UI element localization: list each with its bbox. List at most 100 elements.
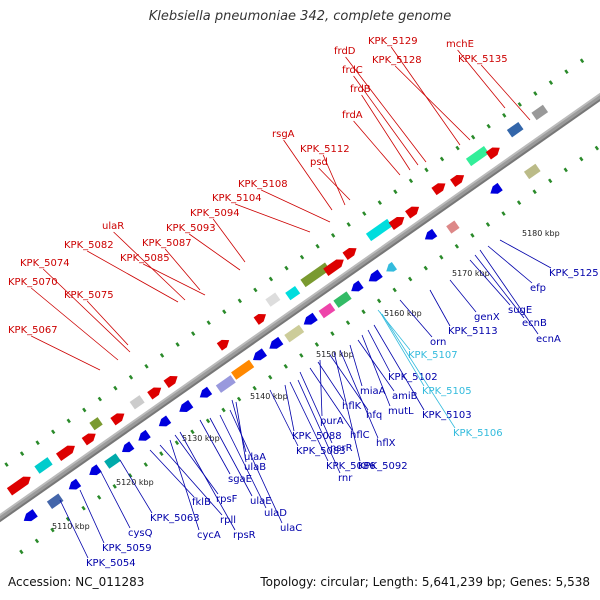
reverse-leader-line [349, 344, 363, 387]
reverse-gene-label: ecnB [522, 318, 547, 329]
reverse-leader-line [399, 299, 433, 338]
gene-feature [365, 218, 393, 242]
tick-mark [97, 396, 103, 402]
reverse-leader-line [169, 439, 200, 531]
gene-feature [138, 429, 151, 441]
gene-feature [252, 348, 268, 361]
tick-mark [206, 320, 211, 326]
reverse-leader-line [219, 414, 267, 509]
tick-mark [113, 385, 118, 391]
tick-mark [517, 102, 522, 107]
tick-mark [35, 440, 40, 446]
gene-feature [231, 359, 255, 380]
reverse-gene-label: KPK_5125 [549, 268, 599, 279]
reverse-leader-line [297, 379, 341, 474]
tick-mark [144, 363, 149, 369]
reverse-leader-line [179, 431, 236, 531]
gene-feature [368, 269, 383, 282]
forward-gene-label: frdA [342, 110, 363, 121]
gene-feature [55, 445, 75, 462]
gene-feature [68, 478, 82, 490]
reverse-leader-line [373, 324, 425, 411]
gene-feature [506, 121, 524, 138]
gene-feature [163, 376, 178, 388]
scale-label: 5130 kbp [182, 434, 220, 443]
tick-mark [346, 222, 351, 227]
reverse-gene-label: efp [530, 283, 546, 294]
gene-feature [446, 220, 460, 234]
tick-mark [81, 505, 86, 511]
reverse-leader-line [229, 409, 283, 524]
forward-gene-label: frdD [334, 46, 356, 57]
forward-gene-label: KPK_5070 [8, 277, 58, 288]
reverse-gene-label: KPK_5106 [453, 428, 503, 439]
gene-feature [147, 387, 162, 400]
tick-mark [502, 112, 507, 118]
forward-gene-label: KPK_5108 [238, 179, 288, 190]
reverse-leader-line [269, 389, 299, 447]
tick-mark [51, 429, 56, 435]
forward-gene-label: KPK_5094 [190, 208, 240, 219]
tick-mark [533, 91, 538, 96]
reverse-leader-line [199, 419, 231, 475]
gene-feature [333, 291, 352, 308]
reverse-leader-line [339, 349, 379, 439]
forward-gene-label: ulaR [102, 221, 124, 232]
tick-mark [236, 396, 242, 402]
forward-leader-line [261, 189, 331, 223]
forward-leader-line [143, 263, 206, 296]
tick-mark [330, 233, 336, 238]
tick-mark [205, 418, 211, 424]
gene-feature [386, 262, 398, 272]
reverse-gene-label: nsrR [330, 443, 353, 454]
forward-leader-line [394, 65, 471, 141]
gene-feature [523, 163, 541, 180]
gene-feature [450, 175, 465, 187]
forward-gene-label: KPK_5067 [8, 325, 58, 336]
reverse-leader-line [333, 351, 361, 462]
reverse-leader-line [284, 384, 295, 432]
reverse-leader-line [159, 444, 223, 516]
reverse-gene-label: KPK_5054 [86, 558, 136, 569]
reverse-gene-label: KPK_5092 [358, 461, 408, 472]
reverse-leader-line [317, 361, 345, 402]
gene-feature [121, 441, 135, 453]
reverse-leader-line [361, 334, 391, 407]
gene-feature [46, 493, 64, 509]
reverse-gene-label: amiB [392, 391, 418, 402]
tick-mark [548, 178, 553, 184]
reverse-leader-line [487, 245, 533, 284]
tick-mark [516, 200, 522, 206]
reverse-gene-label: mutL [388, 406, 414, 417]
tick-mark [361, 309, 366, 315]
reverse-gene-label: KPK_5083 [296, 446, 346, 457]
tick-mark [268, 276, 274, 282]
reverse-gene-label: hfq [366, 410, 382, 421]
reverse-leader-line [429, 289, 451, 327]
reverse-leader-line [469, 259, 511, 306]
tick-mark [454, 243, 460, 249]
reverse-gene-label: rpsR [233, 530, 256, 541]
scale-label: 5160 kbp [384, 309, 422, 318]
tick-mark [221, 407, 226, 413]
tick-mark [128, 374, 134, 380]
forward-leader-line [42, 268, 131, 353]
gene-feature [199, 386, 213, 398]
reverse-gene-label: ulaE [250, 496, 272, 507]
reverse-gene-label: ulaC [280, 523, 302, 534]
forward-leader-line [212, 218, 246, 263]
reverse-gene-label: fklB [192, 497, 211, 508]
tick-mark [299, 254, 305, 260]
forward-gene-label: KPK_5087 [142, 238, 192, 249]
reverse-leader-line [379, 311, 425, 387]
tick-mark [548, 80, 554, 85]
forward-leader-line [353, 120, 401, 176]
forward-leader-line [322, 154, 346, 206]
forward-gene-label: KPK_5104 [212, 193, 262, 204]
forward-leader-line [457, 49, 506, 109]
reverse-gene-label: purA [320, 416, 344, 427]
reverse-gene-label: miaA [360, 386, 386, 397]
tick-mark [128, 473, 133, 478]
reverse-leader-line [367, 329, 391, 373]
gene-feature [424, 228, 438, 240]
